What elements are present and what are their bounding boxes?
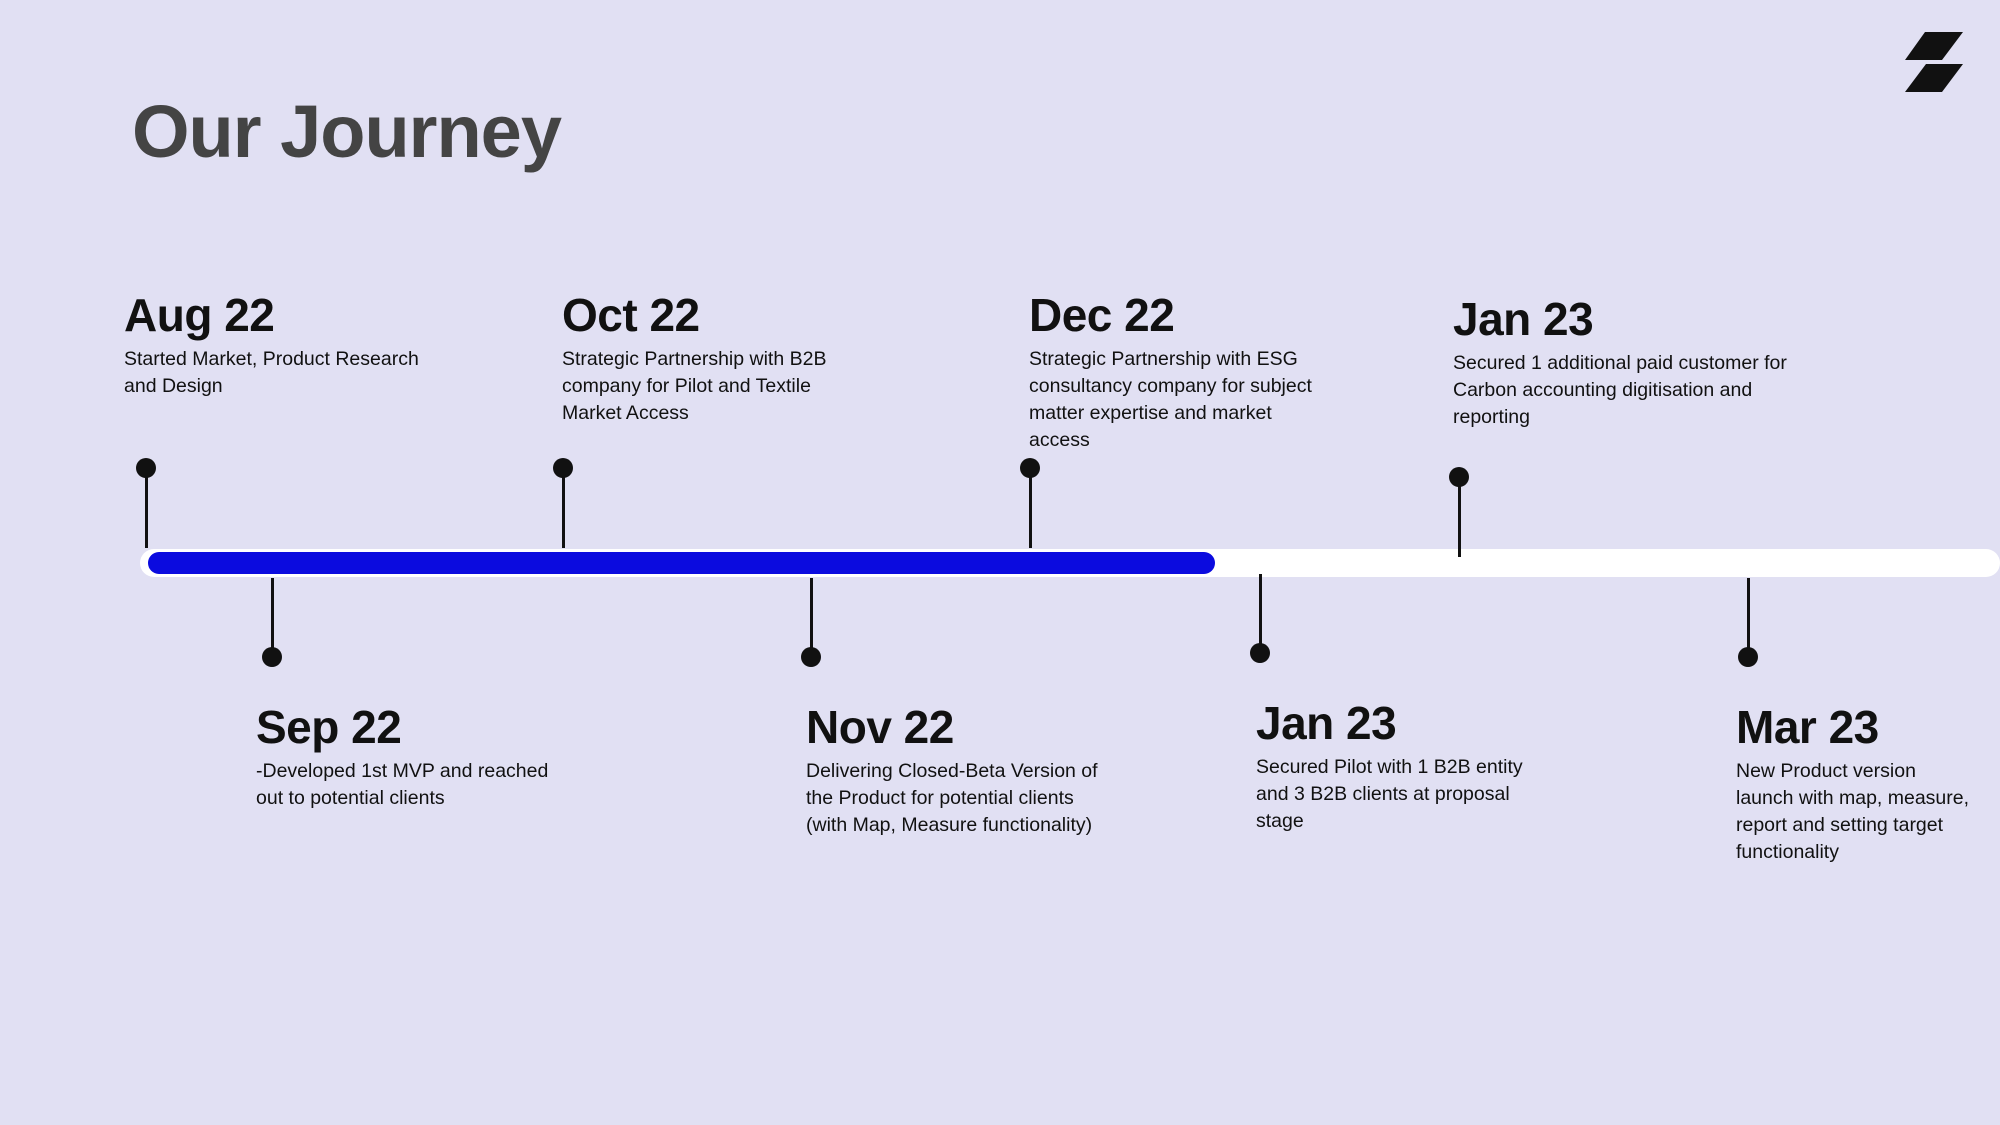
milestone-nov-22: Nov 22 Delivering Closed-Beta Version of… — [806, 700, 1106, 839]
milestone-date: Dec 22 — [1029, 289, 1175, 341]
milestone-description: Strategic Partnership with ESG consultan… — [1029, 348, 1312, 451]
milestone-dot — [262, 647, 282, 667]
page-title: Our Journey — [132, 90, 562, 173]
milestone-dec-22: Dec 22 Strategic Partnership with ESG co… — [1029, 288, 1329, 454]
milestone-oct-22: Oct 22 Strategic Partnership with B2B co… — [562, 288, 832, 427]
milestone-stem — [810, 578, 813, 656]
milestone-dot — [801, 647, 821, 667]
milestone-date: Mar 23 — [1736, 701, 1879, 753]
bolt-logo-icon — [1905, 32, 1963, 92]
milestone-dot — [1738, 647, 1758, 667]
milestone-description: Started Market, Product Research and Des… — [124, 348, 419, 397]
milestone-date: Sep 22 — [256, 701, 402, 753]
milestone-stem — [1747, 578, 1750, 656]
milestone-description: Strategic Partnership with B2B company f… — [562, 348, 827, 424]
milestone-dot — [136, 458, 156, 478]
milestone-date: Nov 22 — [806, 701, 954, 753]
milestone-aug-22: Aug 22 Started Market, Product Research … — [124, 288, 444, 400]
milestone-stem — [271, 578, 274, 656]
milestone-dot — [1250, 643, 1270, 663]
milestone-description: New Product version launch with map, mea… — [1736, 760, 1970, 863]
milestone-description: Secured Pilot with 1 B2B entity and 3 B2… — [1256, 756, 1523, 832]
milestone-jan-23-pilot: Jan 23 Secured Pilot with 1 B2B entity a… — [1256, 696, 1556, 835]
milestone-dot — [553, 458, 573, 478]
milestone-stem — [1029, 470, 1032, 548]
timeline-progress-bar — [148, 552, 1215, 574]
milestone-date: Jan 23 — [1453, 293, 1594, 345]
milestone-dot — [1449, 467, 1469, 487]
milestone-date: Jan 23 — [1256, 697, 1397, 749]
milestone-dot — [1020, 458, 1040, 478]
milestone-stem — [1259, 574, 1262, 652]
milestone-description: -Developed 1st MVP and reached out to po… — [256, 760, 549, 809]
milestone-jan-23-customer: Jan 23 Secured 1 additional paid custome… — [1453, 292, 1803, 431]
milestone-description: Delivering Closed-Beta Version of the Pr… — [806, 760, 1098, 836]
milestone-stem — [1458, 479, 1461, 557]
milestone-date: Oct 22 — [562, 289, 700, 341]
milestone-description: Secured 1 additional paid customer for C… — [1453, 352, 1787, 428]
milestone-stem — [145, 470, 148, 548]
milestone-date: Aug 22 — [124, 289, 275, 341]
milestone-sep-22: Sep 22 -Developed 1st MVP and reached ou… — [256, 700, 576, 812]
milestone-mar-23: Mar 23 New Product version launch with m… — [1736, 700, 1976, 866]
milestone-stem — [562, 470, 565, 548]
